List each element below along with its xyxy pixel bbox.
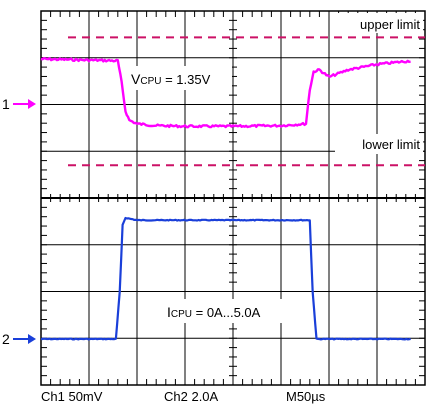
lower-limit-label-bg bbox=[335, 134, 423, 154]
icpu-annotation: ICPU = 0A...5.0A bbox=[167, 304, 261, 320]
plot-frame bbox=[40, 10, 426, 386]
vcpu-subscript: CPU bbox=[140, 76, 161, 87]
vcpu-value: = 1.35V bbox=[161, 72, 210, 87]
ch1-marker-arrowhead-icon bbox=[28, 99, 36, 109]
icpu-subscript: CPU bbox=[171, 309, 192, 320]
ch1-marker-label: 1 bbox=[2, 96, 10, 112]
lower-limit-label: lower limit bbox=[362, 137, 420, 152]
ch2-marker-arrowhead-icon bbox=[28, 334, 36, 344]
vcpu-symbol: V bbox=[131, 71, 141, 87]
ch1-voltage-trace bbox=[40, 57, 411, 129]
vcpu-annotation: VCPU = 1.35V bbox=[131, 71, 211, 87]
ch2-marker-label: 2 bbox=[2, 331, 10, 347]
ch2-current-trace bbox=[41, 216, 411, 341]
vcpu-label-bg bbox=[126, 66, 232, 90]
icpu-value: = 0A...5.0A bbox=[192, 305, 261, 320]
timebase-readout: M50µs bbox=[286, 389, 326, 404]
icpu-label-bg bbox=[163, 299, 283, 323]
icpu-symbol: I bbox=[167, 304, 171, 320]
upper-limit-label: upper limit bbox=[360, 17, 420, 32]
ch1-scale-readout: Ch1 50mV bbox=[41, 389, 103, 404]
upper-limit-label-bg bbox=[333, 13, 423, 33]
ch2-scale-readout: Ch2 2.0A bbox=[164, 389, 219, 404]
